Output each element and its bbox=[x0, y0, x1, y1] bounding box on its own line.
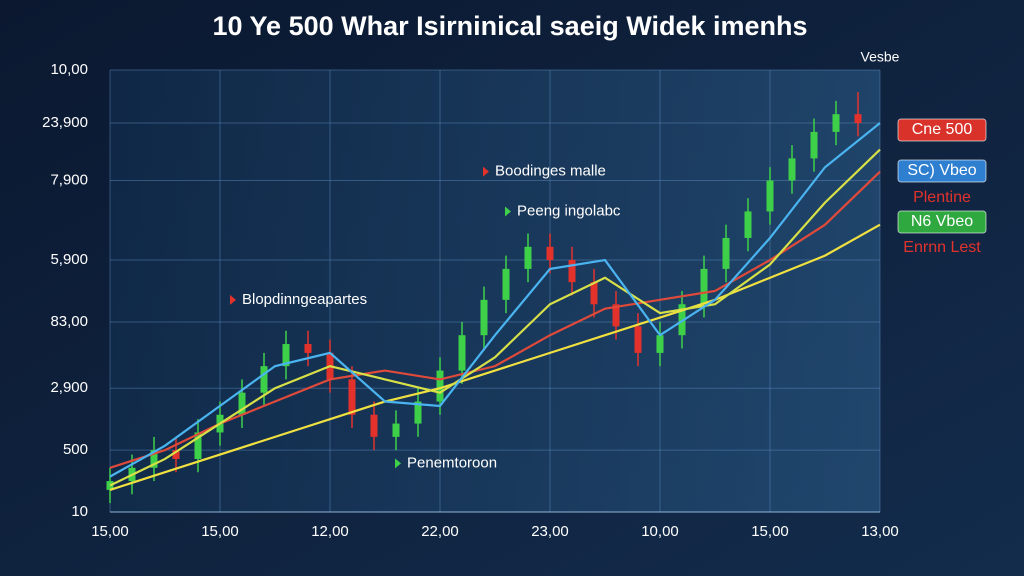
x-tick-label: 23,00 bbox=[531, 523, 569, 540]
candle-body bbox=[502, 268, 510, 300]
candle-body bbox=[678, 304, 686, 336]
candle-body bbox=[612, 304, 620, 327]
candle-body bbox=[766, 180, 774, 212]
annotation: Peeng ingolabc bbox=[517, 202, 621, 219]
candle-body bbox=[744, 211, 752, 238]
candle-body bbox=[634, 326, 642, 353]
annotation-marker bbox=[230, 294, 236, 305]
y-tick-label: 83,00 bbox=[50, 313, 88, 330]
ma-line bbox=[109, 223, 881, 491]
ma-line bbox=[109, 170, 881, 469]
candle-body bbox=[414, 401, 422, 424]
annotation: Blopdinngeapartes bbox=[242, 291, 367, 308]
x-tick-label: 12,00 bbox=[311, 523, 349, 540]
x-tick-label: 15,00 bbox=[751, 523, 789, 540]
side-label: Enrnn Lest bbox=[903, 239, 981, 256]
candle-body bbox=[436, 370, 444, 402]
candle-body bbox=[810, 131, 818, 159]
candle-body bbox=[260, 366, 268, 393]
y-tick-label: 7,900 bbox=[50, 171, 88, 188]
candle-body bbox=[656, 335, 664, 353]
candle-body bbox=[854, 114, 862, 124]
y-tick-label: 10,00 bbox=[50, 61, 88, 78]
side-label: SC) Vbeo bbox=[907, 162, 976, 179]
y-tick-label: 23,900 bbox=[42, 114, 88, 131]
annotation: Boodinges malle bbox=[495, 163, 606, 180]
candle-body bbox=[832, 114, 840, 132]
candle-body bbox=[480, 299, 488, 336]
x-tick-label: 22,00 bbox=[421, 523, 459, 540]
y-tick-label: 10 bbox=[71, 503, 88, 520]
y-tick-label: 2,900 bbox=[50, 379, 88, 396]
candle-body bbox=[788, 158, 796, 181]
candle-body bbox=[304, 344, 312, 353]
candle-body bbox=[546, 246, 554, 261]
side-label-box bbox=[897, 210, 987, 234]
annotation-marker bbox=[505, 206, 511, 217]
candle-body bbox=[370, 414, 378, 437]
side-label: Plentine bbox=[913, 189, 971, 206]
corner-label: Vesbe bbox=[861, 49, 900, 65]
annotation: Penemtoroon bbox=[407, 454, 497, 471]
y-tick-label: 5,900 bbox=[50, 251, 88, 268]
candle-body bbox=[524, 246, 532, 269]
candle-body bbox=[194, 432, 202, 459]
side-label: N6 Vbeo bbox=[911, 213, 973, 230]
ma-line bbox=[109, 148, 881, 487]
candle-body bbox=[722, 237, 730, 269]
ma-line bbox=[109, 122, 881, 478]
candle-body bbox=[150, 450, 158, 468]
candle-body bbox=[568, 260, 576, 283]
side-label: Cne 500 bbox=[912, 121, 973, 138]
candle-body bbox=[348, 379, 356, 415]
x-tick-label: 10,00 bbox=[641, 523, 679, 540]
y-tick-label: 500 bbox=[63, 441, 88, 458]
candle-body bbox=[282, 344, 290, 367]
candle-body bbox=[172, 450, 180, 459]
annotation-marker bbox=[395, 458, 401, 469]
side-label-box bbox=[897, 159, 987, 183]
candle-body bbox=[392, 423, 400, 437]
candle-body bbox=[700, 268, 708, 305]
plot-area bbox=[110, 70, 880, 512]
x-tick-label: 13,00 bbox=[861, 523, 899, 540]
candle-body bbox=[590, 282, 598, 305]
side-label-box bbox=[897, 118, 987, 142]
candle-body bbox=[458, 335, 466, 371]
candle-body bbox=[238, 392, 246, 415]
chart-title: 10 Ye 500 Whar Isirninical saeig Widek i… bbox=[212, 11, 807, 41]
x-tick-label: 15,00 bbox=[91, 523, 129, 540]
annotation-marker bbox=[483, 166, 489, 177]
x-tick-label: 15,00 bbox=[201, 523, 239, 540]
